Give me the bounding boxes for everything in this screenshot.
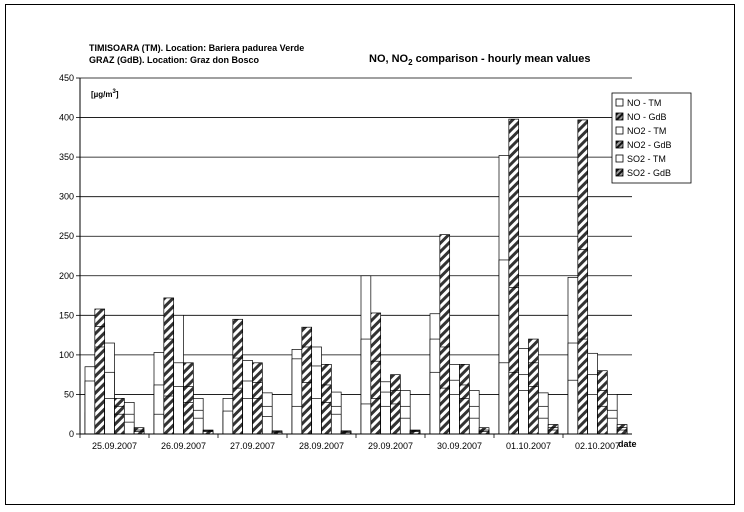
legend-swatch-3: [615, 140, 624, 149]
y-axis-label-part-1: [µg/m: [91, 90, 113, 99]
x-axis-label: date: [618, 439, 637, 449]
bar-so2-gdb-6-h2: [547, 429, 559, 435]
bar-no-tm-6-h2: [498, 362, 510, 435]
bar-no2-gdb-6-h2: [528, 386, 539, 435]
y-tick-label-7: 350: [59, 152, 74, 162]
y-axis-label: [µg/m3]: [91, 89, 119, 99]
x-tick-label-1: 26.09.2007: [161, 441, 206, 451]
bars: [84, 118, 628, 435]
y-tick-label-4: 200: [59, 271, 74, 281]
y-tick-label-0: 0: [69, 429, 74, 439]
y-tick-label-3: 150: [59, 310, 74, 320]
chart-subtitle-line-1: TIMISOARA (TM). Location: Bariera padure…: [89, 43, 304, 53]
bar-no2-gdb-7-h2: [597, 405, 608, 435]
bar-no2-tm-0-h2: [104, 398, 115, 435]
bar-no2-gdb-0-h2: [114, 413, 125, 435]
bar-no2-gdb-5-h2: [459, 398, 470, 435]
bar-so2-tm-3-h2: [330, 413, 342, 435]
bar-no-gdb-1-h2: [163, 395, 175, 435]
chart-title-subscript: 2: [408, 58, 413, 67]
legend-label-5: SO2 - GdB: [627, 168, 671, 178]
y-tick-label-6: 300: [59, 192, 74, 202]
bar-no-tm-4-h2: [360, 403, 372, 435]
bar-no2-tm-6-h2: [518, 390, 529, 435]
bar-no-gdb-6-h2: [508, 371, 520, 435]
bar-no2-gdb-1-h2: [183, 402, 194, 435]
chart-svg: TIMISOARA (TM). Location: Bariera padure…: [59, 43, 692, 451]
bar-no2-gdb-4-h2: [390, 403, 401, 435]
bar-so2-tm-2-h2: [261, 416, 273, 435]
legend-label-3: NO2 - GdB: [627, 140, 672, 150]
legend-box: [611, 92, 692, 184]
bar-no2-tm-5-h2: [449, 394, 460, 435]
y-tick-label-8: 400: [59, 113, 74, 123]
bar-so2-tm-7-h2: [606, 417, 618, 435]
x-tick-label-7: 02.10.2007: [575, 441, 620, 451]
legend-label-4: SO2 - TM: [627, 154, 666, 164]
legend-swatch-5: [615, 168, 624, 177]
chart-title: NO, NO2 comparison - hourly mean values: [369, 53, 590, 67]
y-tick-label-5: 250: [59, 231, 74, 241]
legend-swatch-1: [615, 112, 624, 121]
bar-no-tm-1-h2: [153, 413, 165, 435]
legend-label-1: NO - GdB: [627, 112, 667, 122]
bar-no-gdb-3-h2: [301, 382, 313, 435]
x-tick-label-3: 28.09.2007: [299, 441, 344, 451]
bar-so2-tm-5-h2: [468, 417, 480, 435]
y-tick-label-1: 50: [64, 389, 74, 399]
bar-no2-gdb-2-h2: [252, 398, 263, 435]
bar-so2-tm-0-h2: [123, 421, 135, 435]
x-tick-label-4: 29.09.2007: [368, 441, 413, 451]
bar-no-gdb-5-h2: [439, 387, 451, 435]
bar-no-gdb-2-h2: [232, 387, 244, 435]
legend-label-2: NO2 - TM: [627, 126, 666, 136]
legend-swatch-2: [615, 126, 624, 135]
bar-no2-tm-1-h2: [173, 386, 184, 435]
bar-so2-gdb-7-h2: [616, 429, 628, 435]
grid-lines: [80, 77, 632, 395]
legend-swatch-0: [615, 98, 624, 107]
bar-no-gdb-4-h2: [370, 398, 382, 435]
legend-swatch-4: [615, 154, 624, 163]
y-tick-label-9: 450: [59, 73, 74, 83]
chart-title-part-1: NO, NO: [369, 53, 409, 65]
bar-no-gdb-0-h2: [94, 346, 106, 435]
bar-no-tm-3-h2: [291, 405, 303, 435]
bar-so2-tm-1-h2: [192, 417, 204, 435]
bar-so2-tm-6-h2: [537, 417, 549, 435]
bar-no2-tm-2-h2: [242, 398, 253, 435]
chart-subtitle-line-2: GRAZ (GdB). Location: Graz don Bosco: [89, 55, 259, 65]
y-axis-label-superscript: 3: [113, 89, 117, 95]
bar-so2-tm-4-h2: [399, 417, 411, 435]
y-tick-label-2: 100: [59, 350, 74, 360]
x-tick-label-2: 27.09.2007: [230, 441, 275, 451]
bar-no2-tm-7-h2: [587, 394, 598, 435]
bar-no-tm-7-h2: [567, 379, 579, 435]
bar-no-tm-2-h2: [222, 410, 234, 435]
legend: NO - TM NO - GdB NO2 - TM NO2 - GdB SO2 - TM…: [611, 92, 692, 184]
x-tick-label-5: 30.09.2007: [437, 441, 482, 451]
legend-label-0: NO - TM: [627, 98, 661, 108]
y-axis-label-part-2: ]: [116, 90, 119, 99]
bar-no2-tm-4-h2: [380, 405, 391, 435]
x-axis-ticks: 25.09.2007 26.09.2007 27.09.2007 28.09.2007…: [79, 434, 620, 451]
bar-no2-tm-3-h2: [311, 398, 322, 435]
x-tick-label-0: 25.09.2007: [92, 441, 137, 451]
chart-frame: TIMISOARA (TM). Location: Bariera padure…: [5, 4, 735, 505]
bar-no-tm-5-h2: [429, 371, 441, 435]
x-tick-label-6: 01.10.2007: [506, 441, 551, 451]
bar-no-gdb-7-h2: [577, 338, 589, 435]
bar-no2-gdb-3-h2: [321, 402, 332, 435]
y-axis-ticks: 0 50 100 150 200 250 300 350 400 450: [59, 73, 80, 439]
chart-title-part-2: comparison - hourly mean values: [413, 53, 591, 65]
bar-no-tm-0-h2: [84, 380, 96, 435]
